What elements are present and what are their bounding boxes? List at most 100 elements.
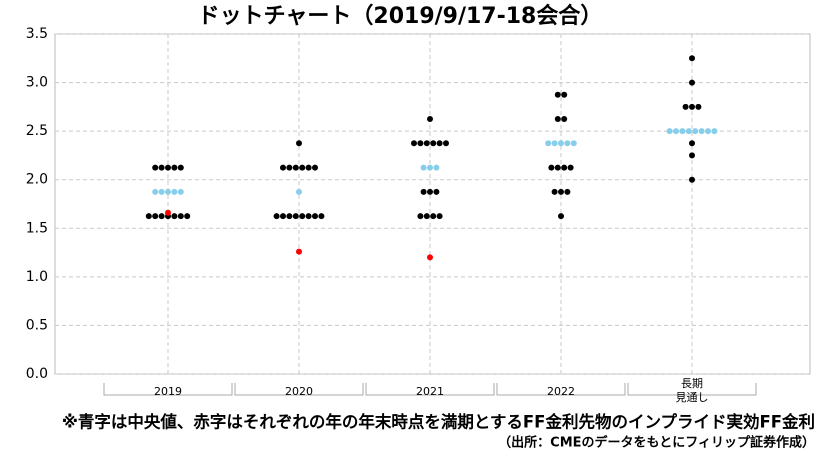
dot bbox=[570, 140, 577, 147]
dot bbox=[433, 188, 440, 195]
dot bbox=[427, 164, 433, 171]
dot bbox=[158, 213, 165, 220]
category-bracket bbox=[627, 383, 757, 396]
dot bbox=[145, 213, 152, 220]
dot bbox=[423, 213, 430, 220]
dot bbox=[177, 213, 184, 220]
dot bbox=[318, 213, 325, 220]
x-tick-label: 2019 bbox=[154, 385, 182, 398]
source: （出所：CMEのデータをもとにフィリップ証券作成） bbox=[498, 435, 815, 451]
dot bbox=[184, 213, 191, 220]
dot bbox=[689, 55, 695, 62]
dot bbox=[280, 213, 286, 220]
dot bbox=[443, 140, 449, 147]
x-tick-label: 2022 bbox=[547, 385, 575, 398]
dot bbox=[551, 140, 558, 147]
dot bbox=[420, 164, 427, 171]
dot bbox=[305, 164, 312, 171]
dot bbox=[417, 213, 424, 220]
dot bbox=[561, 91, 568, 98]
footnote: ※青字は中央値、赤字はそれぞれの年の年末時点を満期とするFF金利先物のインプライ… bbox=[62, 412, 815, 432]
dot bbox=[312, 164, 318, 171]
dot bbox=[152, 188, 159, 195]
chart-title: ドットチャート（2019/9/17-18会合） bbox=[198, 3, 603, 29]
dot bbox=[554, 164, 561, 171]
dot bbox=[558, 140, 564, 147]
dot bbox=[286, 213, 293, 220]
dot bbox=[558, 213, 564, 220]
dot bbox=[679, 128, 686, 135]
y-tick-label: 0.5 bbox=[26, 317, 48, 333]
category-bracket bbox=[496, 383, 626, 396]
dot bbox=[685, 128, 692, 135]
dot bbox=[545, 140, 552, 147]
dot bbox=[158, 164, 165, 171]
dot bbox=[427, 254, 433, 261]
dot bbox=[711, 128, 718, 135]
dot bbox=[689, 140, 695, 147]
dot bbox=[427, 116, 433, 122]
dot bbox=[171, 213, 178, 220]
dot bbox=[273, 213, 280, 220]
y-tick-label: 1.5 bbox=[26, 220, 48, 236]
dot bbox=[673, 128, 679, 135]
dot bbox=[682, 103, 689, 110]
category-bracket bbox=[234, 383, 364, 396]
dot bbox=[561, 164, 568, 171]
dot bbox=[689, 79, 695, 86]
y-tick-label: 0.0 bbox=[26, 366, 48, 382]
category-bracket bbox=[103, 383, 233, 396]
dot bbox=[286, 164, 293, 171]
dot bbox=[551, 188, 558, 195]
dot bbox=[567, 164, 574, 171]
dot bbox=[436, 140, 443, 147]
category-bracket bbox=[365, 383, 495, 396]
dot bbox=[299, 164, 306, 171]
dot bbox=[152, 164, 159, 171]
dot bbox=[292, 164, 299, 171]
dot bbox=[165, 164, 171, 171]
dot bbox=[292, 213, 299, 220]
dot bbox=[177, 164, 184, 171]
dot bbox=[689, 103, 695, 110]
dot bbox=[280, 164, 286, 171]
dot bbox=[152, 213, 159, 220]
dot bbox=[689, 176, 695, 183]
dot bbox=[430, 140, 437, 147]
dot bbox=[177, 188, 184, 195]
y-tick-label: 1.0 bbox=[26, 269, 48, 285]
dot bbox=[296, 188, 302, 195]
dot bbox=[296, 248, 302, 255]
dot bbox=[312, 213, 318, 220]
dot bbox=[158, 188, 165, 195]
dot bbox=[554, 116, 561, 122]
dot bbox=[561, 116, 568, 122]
dot bbox=[689, 152, 695, 159]
plot-frame bbox=[54, 33, 811, 375]
dot bbox=[427, 188, 433, 195]
dot bbox=[705, 128, 711, 135]
dot bbox=[558, 188, 564, 195]
y-tick-label: 3.0 bbox=[26, 75, 48, 91]
dot bbox=[564, 140, 571, 147]
dot bbox=[171, 188, 178, 195]
dot bbox=[423, 140, 430, 147]
y-tick-label: 3.5 bbox=[26, 26, 48, 42]
x-tick-label: 2021 bbox=[416, 385, 444, 398]
dot bbox=[165, 209, 171, 216]
dot bbox=[433, 164, 440, 171]
dot bbox=[564, 188, 571, 195]
dot bbox=[411, 140, 417, 147]
dot bbox=[548, 164, 555, 171]
dot bbox=[698, 128, 705, 135]
dot bbox=[430, 213, 437, 220]
dot bbox=[171, 164, 178, 171]
dot bbox=[666, 128, 673, 135]
dot bbox=[305, 213, 312, 220]
y-tick-label: 2.0 bbox=[26, 172, 48, 188]
x-tick-label: 2020 bbox=[285, 385, 313, 398]
dot bbox=[420, 188, 427, 195]
x-tick-label: 長期見通し bbox=[676, 377, 709, 404]
dot bbox=[692, 128, 699, 135]
